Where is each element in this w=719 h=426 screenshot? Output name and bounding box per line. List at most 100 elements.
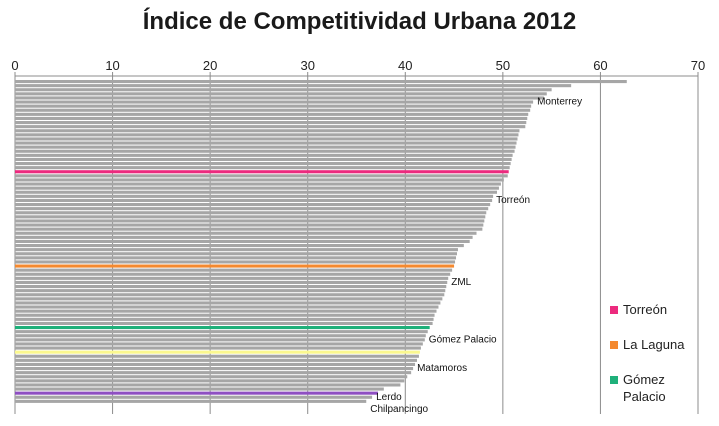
bar xyxy=(15,297,443,301)
bar xyxy=(15,125,526,129)
bar xyxy=(15,203,491,207)
bar xyxy=(15,375,408,379)
bar xyxy=(15,305,439,309)
bar xyxy=(15,289,446,293)
bar xyxy=(15,293,445,297)
bar xyxy=(15,223,484,227)
x-tick-label: 70 xyxy=(691,58,705,73)
x-tick-label: 10 xyxy=(105,58,119,73)
bar xyxy=(15,321,433,325)
bar xyxy=(15,387,384,391)
bar xyxy=(15,354,419,358)
bar xyxy=(15,280,448,284)
bar-annotation: Torreón xyxy=(496,195,530,206)
bar xyxy=(15,145,516,149)
bar-annotation: ZML xyxy=(451,277,471,288)
chart-title: Índice de Competitividad Urbana 2012 xyxy=(142,8,577,35)
bar xyxy=(15,162,511,166)
bar xyxy=(15,141,517,145)
legend-swatch xyxy=(610,341,618,349)
bar xyxy=(15,227,483,231)
bars xyxy=(15,80,627,403)
bar-annotation: Matamoros xyxy=(417,363,467,374)
bar xyxy=(15,379,405,383)
bar xyxy=(15,362,416,366)
bar xyxy=(15,166,510,170)
bar xyxy=(15,264,455,268)
legend-label: Torreón xyxy=(623,302,667,317)
bar xyxy=(15,112,529,116)
bar xyxy=(15,248,458,252)
bar xyxy=(15,215,486,219)
bar xyxy=(15,301,441,305)
bar xyxy=(15,268,453,272)
bar xyxy=(15,276,449,280)
bar xyxy=(15,239,470,243)
bar xyxy=(15,244,464,248)
bar xyxy=(15,346,421,350)
x-tick-label: 50 xyxy=(496,58,510,73)
bar-annotation: Lerdo xyxy=(376,392,402,403)
bar xyxy=(15,129,520,133)
legend: Torreón La Laguna Gómez Palacio xyxy=(610,302,685,404)
bar xyxy=(15,153,513,157)
bar xyxy=(15,211,487,215)
bar xyxy=(15,391,378,395)
x-tick-label: 30 xyxy=(300,58,314,73)
bar xyxy=(15,330,428,334)
legend-item: Torreón xyxy=(610,302,667,317)
bar xyxy=(15,350,420,354)
bar xyxy=(15,92,547,96)
bar xyxy=(15,108,531,112)
bar xyxy=(15,235,473,239)
bar xyxy=(15,231,477,235)
bar xyxy=(15,190,498,194)
x-tick-label: 60 xyxy=(593,58,607,73)
bar xyxy=(15,285,447,289)
bar xyxy=(15,334,426,338)
bar xyxy=(15,317,434,321)
bar xyxy=(15,338,425,342)
bar xyxy=(15,399,367,403)
bar xyxy=(15,186,499,190)
bar xyxy=(15,104,532,108)
bar xyxy=(15,326,430,330)
bar xyxy=(15,313,435,317)
bar xyxy=(15,80,627,84)
bar xyxy=(15,133,519,137)
bar xyxy=(15,178,504,182)
bar xyxy=(15,256,457,260)
bar xyxy=(15,84,572,88)
bar-annotation: Monterrey xyxy=(537,97,582,108)
x-tick-label: 0 xyxy=(11,58,18,73)
bar-annotations: Monterrey Torreón ZML Gómez Palacio Matamoro… xyxy=(370,97,582,416)
bar-annotation: Gómez Palacio xyxy=(429,334,497,345)
bar xyxy=(15,137,518,141)
bar xyxy=(15,149,515,153)
bar xyxy=(15,272,451,276)
bar xyxy=(15,342,423,346)
bar xyxy=(15,170,509,174)
bar xyxy=(15,198,493,202)
x-axis-ticks: 0 10 20 30 40 50 60 70 xyxy=(11,58,705,77)
bar xyxy=(15,383,401,387)
bar xyxy=(15,358,417,362)
bar xyxy=(15,100,534,104)
x-tick-label: 40 xyxy=(398,58,412,73)
bar xyxy=(15,121,527,125)
legend-label: Gómez Palacio xyxy=(623,372,666,404)
bar xyxy=(15,116,528,120)
bar xyxy=(15,252,457,256)
legend-item: La Laguna xyxy=(610,337,685,352)
bar xyxy=(15,367,414,371)
bar xyxy=(15,96,544,100)
bar xyxy=(15,157,512,161)
legend-item: Gómez Palacio xyxy=(610,372,666,404)
bar xyxy=(15,174,508,178)
bar xyxy=(15,395,373,399)
bar xyxy=(15,260,456,264)
bar xyxy=(15,371,412,375)
x-tick-label: 20 xyxy=(203,58,217,73)
bar xyxy=(15,88,552,92)
bar xyxy=(15,309,437,313)
